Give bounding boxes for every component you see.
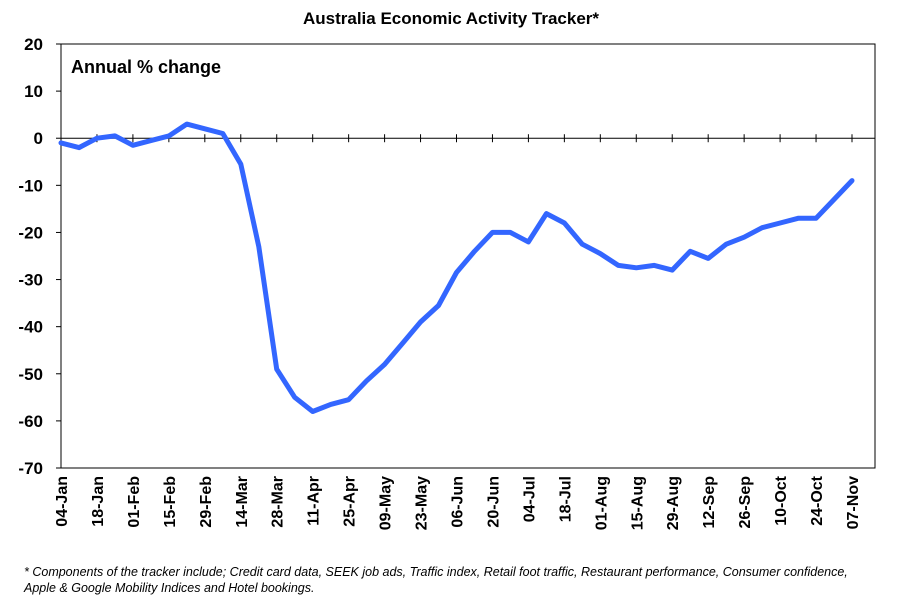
x-tick-label: 14-Mar <box>234 476 251 528</box>
x-tick-label: 29-Aug <box>665 476 682 530</box>
y-axis: 20 10 0 -10 -20 -30 -40 -50 -60 -70 <box>18 35 61 478</box>
y-tick-label: -60 <box>18 412 43 431</box>
y-tick-label: -20 <box>18 223 43 242</box>
x-tick-label: 04-Jan <box>54 476 71 527</box>
x-tick-label: 26-Sep <box>737 476 754 529</box>
y-tick-label: -40 <box>18 318 43 337</box>
x-tick-label: 01-Feb <box>126 476 143 528</box>
x-tick-label: 29-Feb <box>198 476 215 528</box>
footnote: * Components of the tracker include; Cre… <box>24 565 848 595</box>
y-tick-label: 20 <box>24 35 43 54</box>
x-tick-label: 10-Oct <box>773 475 790 525</box>
y-tick-label: -50 <box>18 365 43 384</box>
x-tick-label: 06-Jun <box>450 476 467 528</box>
x-tick-label: 12-Sep <box>701 476 718 529</box>
x-tick-label: 04-Jul <box>521 476 538 522</box>
x-tick-label: 28-Mar <box>270 476 287 528</box>
x-tick-label: 18-Jul <box>557 476 574 522</box>
x-tick-label: 09-May <box>378 476 395 530</box>
x-tick-label: 18-Jan <box>90 476 107 527</box>
x-tick-label: 07-Nov <box>845 476 862 529</box>
y-tick-label: -30 <box>18 271 43 290</box>
x-tick-label: 15-Feb <box>162 476 179 528</box>
chart-title: Australia Economic Activity Tracker* <box>302 9 600 28</box>
x-tick-label: 24-Oct <box>809 475 826 525</box>
x-axis: 04-Jan 18-Jan 01-Feb 15-Feb 29-Feb 14-Mar 28-M… <box>54 134 862 530</box>
y-tick-label: -10 <box>18 176 43 195</box>
x-tick-label: 23-May <box>414 476 431 530</box>
x-tick-label: 15-Aug <box>629 476 646 530</box>
unit-label: Annual % change <box>71 57 221 77</box>
series-line-activity-tracker <box>58 121 855 414</box>
x-tick-label: 01-Aug <box>593 476 610 530</box>
y-tick-label: 10 <box>24 82 43 101</box>
x-tick-label: 25-Apr <box>342 476 359 527</box>
y-tick-label: 0 <box>34 129 43 148</box>
x-tick-label: 11-Apr <box>306 476 323 526</box>
y-tick-label: -70 <box>18 459 43 478</box>
x-tick-label: 20-Jun <box>485 476 502 528</box>
